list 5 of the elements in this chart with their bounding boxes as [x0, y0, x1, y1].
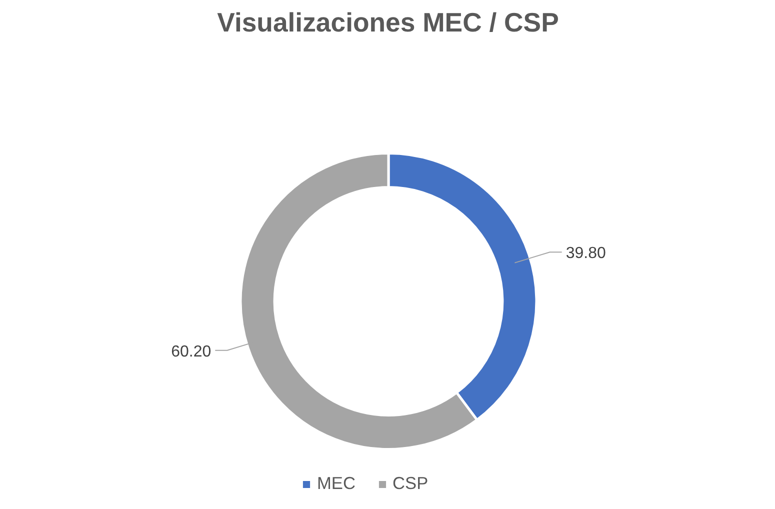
chart-title: Visualizaciones MEC / CSP	[217, 8, 559, 38]
legend-label: CSP	[392, 473, 428, 494]
legend-label: MEC	[317, 473, 356, 494]
data-label: 39.80	[566, 245, 606, 262]
data-label: 60.20	[171, 343, 212, 360]
